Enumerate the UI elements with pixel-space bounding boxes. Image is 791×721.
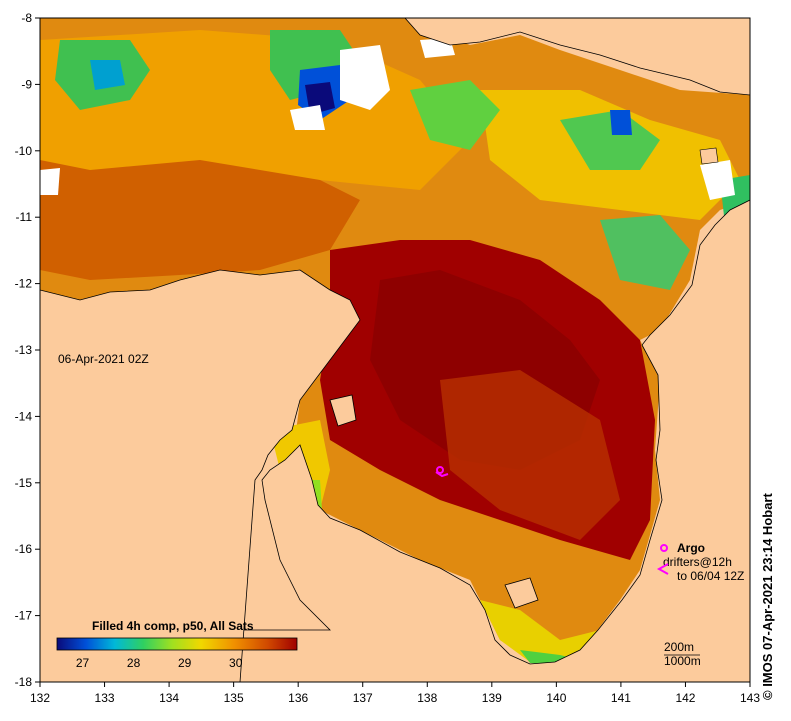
colorbar-tick-label: 27 [76, 656, 90, 670]
drifter-legend-icon [656, 563, 669, 575]
lon-tick-label: 136 [288, 691, 308, 705]
colorbar-tick-label: 29 [178, 656, 192, 670]
lat-tick-label: -10 [15, 144, 33, 158]
lat-tick-label: -11 [16, 210, 33, 224]
timestamp-label: 06-Apr-2021 02Z [58, 352, 149, 366]
lat-tick-label: -13 [15, 343, 33, 357]
depth-200-label: 200m [664, 640, 694, 654]
colorbar-tick-label: 30 [229, 656, 243, 670]
lon-tick-label: 133 [95, 691, 115, 705]
colorbar [56, 637, 298, 651]
lon-tick-label: 135 [224, 691, 244, 705]
lon-axis: 132 133 134 135 136 137 138 139 140 141 142 143 [30, 682, 760, 705]
lon-tick-label: 140 [546, 691, 566, 705]
colorbar-ticks: 27 28 29 30 [76, 656, 243, 670]
lon-tick-label: 137 [353, 691, 373, 705]
coastline [40, 18, 750, 682]
lon-tick-label: 132 [30, 691, 50, 705]
credit-label: © IMOS 07-Apr-2021 23:14 Hobart [760, 493, 775, 700]
drifters-range-label: to 06/04 12Z [677, 569, 744, 583]
lat-tick-label: -12 [15, 277, 33, 291]
lat-tick-label: -8 [21, 11, 32, 25]
sea-surface [40, 18, 750, 665]
argo-drifter-track [435, 466, 449, 478]
depth-1000-label: 1000m [664, 654, 701, 668]
colorbar-tick-label: 28 [127, 656, 141, 670]
lat-axis: -8 -9 -10 -11 -12 -13 -14 -15 -16 -17 -18 [15, 11, 40, 689]
argo-legend-label: Argo [677, 541, 705, 555]
lon-tick-label: 143 [740, 691, 760, 705]
lat-tick-label: -17 [15, 609, 33, 623]
lon-tick-label: 138 [417, 691, 437, 705]
lat-tick-label: -18 [15, 675, 33, 689]
argo-legend-icon [660, 544, 668, 552]
legend: Argo drifters@12h to 06/04 12Z 200m 1000… [656, 541, 744, 668]
lat-tick-label: -15 [15, 476, 33, 490]
lon-tick-label: 142 [675, 691, 695, 705]
lat-tick-label: -16 [15, 542, 33, 556]
lat-tick-label: -9 [21, 77, 32, 91]
lon-tick-label: 141 [611, 691, 631, 705]
colorbar-title: Filled 4h comp, p50, All Sats [92, 619, 254, 633]
lon-tick-label: 139 [482, 691, 502, 705]
drifters-legend-label: drifters@12h [663, 555, 732, 569]
lat-tick-label: -14 [15, 409, 33, 423]
lon-tick-label: 134 [159, 691, 179, 705]
